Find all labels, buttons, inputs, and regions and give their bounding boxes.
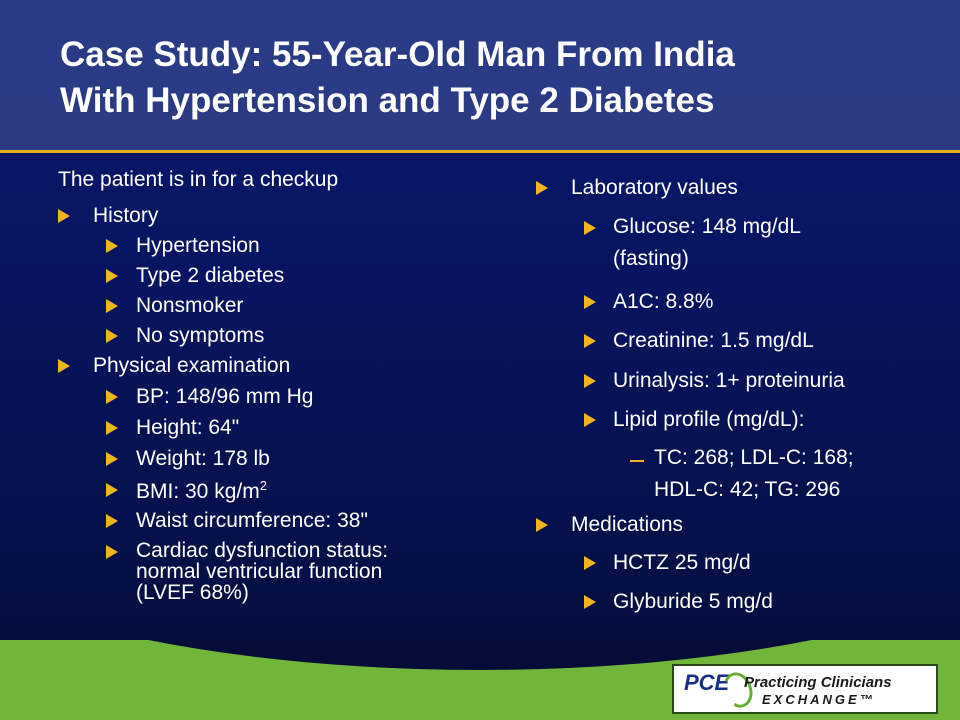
triangle-bullet-icon xyxy=(536,181,548,195)
exam-bmi: BMI: 30 kg/m2 xyxy=(136,478,267,504)
left-column: The patient is in for a checkup History … xyxy=(58,168,498,603)
exam-cardiac-line: Cardiac dysfunction status: xyxy=(136,539,389,562)
triangle-bullet-icon xyxy=(106,483,118,497)
exam-waist: Waist circumference: 38" xyxy=(136,509,368,532)
lab-creatinine: Creatinine: 1.5 mg/dL xyxy=(613,329,814,352)
triangle-bullet-icon xyxy=(584,374,596,388)
exam-weight: Weight: 178 lb xyxy=(136,447,270,470)
triangle-bullet-icon xyxy=(106,239,118,253)
title-line-1: Case Study: 55-Year-Old Man From India xyxy=(60,35,735,74)
med-item-label: HCTZ 25 mg/d xyxy=(613,551,751,574)
lab-a1c: A1C: 8.8% xyxy=(613,290,714,313)
triangle-bullet-icon xyxy=(106,545,118,559)
history-item-label: Hypertension xyxy=(136,234,260,257)
triangle-bullet-icon xyxy=(106,421,118,435)
triangle-bullet-icon xyxy=(584,334,596,348)
exam-bp: BP: 148/96 mm Hg xyxy=(136,385,314,408)
lab-lipid: Lipid profile (mg/dL): xyxy=(613,408,805,431)
title-line-2: With Hypertension and Type 2 Diabetes xyxy=(60,81,715,120)
triangle-bullet-icon xyxy=(584,556,596,570)
lab-urinalysis: Urinalysis: 1+ proteinuria xyxy=(613,369,845,392)
exam-cardiac-line: (LVEF 68%) xyxy=(136,581,249,604)
intro-text: The patient is in for a checkup xyxy=(58,168,339,191)
lipid-detail-text: TC: 268; LDL-C: 168; HDL-C: 42; TG: 296 xyxy=(654,442,854,506)
lipid-detail-line: HDL-C: 42; TG: 296 xyxy=(654,478,841,501)
logo-top-text: Practicing Clinicians xyxy=(744,674,892,691)
triangle-bullet-icon xyxy=(584,221,596,235)
exam-label: Physical examination xyxy=(93,354,291,377)
lipid-detail-line: TC: 268; LDL-C: 168; xyxy=(654,446,854,469)
triangle-bullet-icon xyxy=(584,413,596,427)
labs-label: Laboratory values xyxy=(571,176,738,199)
triangle-bullet-icon xyxy=(58,359,70,373)
exam-height: Height: 64" xyxy=(136,416,240,439)
lab-glucose: Glucose: 148 mg/dL (fasting) xyxy=(613,211,801,275)
exam-cardiac-line: normal ventricular function xyxy=(136,560,383,583)
triangle-bullet-icon xyxy=(106,269,118,283)
history-item-label: Nonsmoker xyxy=(136,294,244,317)
exam-cardiac: Cardiac dysfunction status: normal ventr… xyxy=(136,540,496,603)
triangle-bullet-icon xyxy=(536,518,548,532)
triangle-bullet-icon xyxy=(106,452,118,466)
meds-label: Medications xyxy=(571,513,684,536)
logo-mark: PCE xyxy=(684,670,730,695)
history-item-label: No symptoms xyxy=(136,324,265,347)
gold-divider xyxy=(0,150,960,153)
logo-bottom-text: EXCHANGE™ xyxy=(762,692,876,707)
lab-glucose-line: Glucose: 148 mg/dL xyxy=(613,215,801,238)
exam-bmi-sup: 2 xyxy=(259,478,267,493)
triangle-bullet-icon xyxy=(106,299,118,313)
triangle-bullet-icon xyxy=(58,209,70,223)
triangle-bullet-icon xyxy=(106,329,118,343)
slide-title: Case Study: 55-Year-Old Man From India W… xyxy=(60,32,940,124)
practicing-clinicians-logo: PCE Practicing Clinicians EXCHANGE™ xyxy=(672,664,938,714)
triangle-bullet-icon xyxy=(106,390,118,404)
triangle-bullet-icon xyxy=(584,595,596,609)
triangle-bullet-icon xyxy=(584,295,596,309)
lab-glucose-line: (fasting) xyxy=(613,247,689,270)
dash-bullet-icon xyxy=(630,460,644,462)
history-label: History xyxy=(93,204,159,227)
triangle-bullet-icon xyxy=(106,514,118,528)
title-bar xyxy=(0,0,960,150)
med-item-label: Glyburide 5 mg/d xyxy=(613,590,773,613)
history-item-label: Type 2 diabetes xyxy=(136,264,285,287)
exam-bmi-text: BMI: 30 kg/m xyxy=(136,480,260,503)
